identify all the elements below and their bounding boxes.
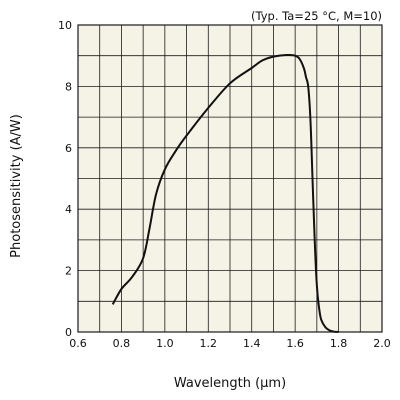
y-axis-label: Photosensitivity (A/W) xyxy=(9,114,24,258)
y-tick-label: 0 xyxy=(65,326,72,339)
y-tick-label: 2 xyxy=(65,265,72,278)
plot-frame xyxy=(77,24,383,333)
x-tick-label: 0.8 xyxy=(113,337,131,350)
x-tick-label: 1.4 xyxy=(243,337,261,350)
x-tick-label: 1.6 xyxy=(286,337,304,350)
x-tick-label: 1.8 xyxy=(330,337,348,350)
y-tick-label: 8 xyxy=(65,80,72,93)
x-tick-label: 2.0 xyxy=(373,337,391,350)
photosensitivity-curve xyxy=(111,53,339,333)
conditions-annotation: (Typ. Ta=25 °C, M=10) xyxy=(251,9,382,23)
x-tick-label: 1.0 xyxy=(156,337,174,350)
x-tick-label: 0.6 xyxy=(69,337,87,350)
y-tick-label: 10 xyxy=(58,19,72,32)
x-axis-label: Wavelength (μm) xyxy=(174,376,286,391)
x-tick-label: 1.2 xyxy=(200,337,218,350)
y-tick-label: 4 xyxy=(65,203,72,216)
tick-labels: 0.6 0.8 1.0 1.2 1.4 1.6 1.8 2.0 0 2 4 6 8 10 xyxy=(58,19,391,350)
y-tick-label: 6 xyxy=(65,142,72,155)
